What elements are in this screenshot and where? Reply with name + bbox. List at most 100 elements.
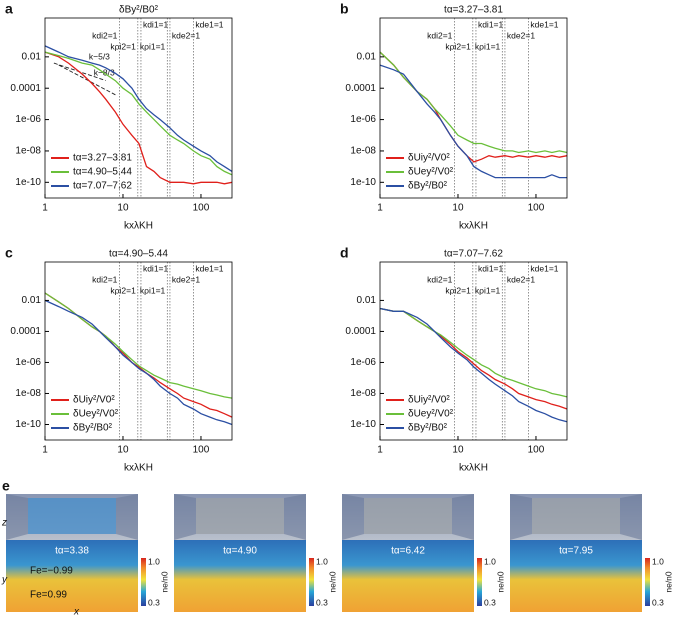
y-tick-label: 1e-10 (15, 177, 41, 188)
y-tick-label: 1e-10 (350, 177, 376, 188)
x-tick-label: 1 (377, 445, 383, 456)
box-side-right (116, 494, 138, 540)
guide-label: k−8/3 (94, 67, 115, 77)
x-axis-label: kxλKH (124, 221, 153, 232)
panel-label: e (2, 478, 10, 494)
box-side-right (452, 494, 474, 540)
chart-title: tα=3.27–3.81 (444, 5, 503, 16)
y-tick-label: 1e-06 (350, 114, 376, 125)
x-tick-label: 100 (193, 445, 210, 456)
legend-label: tα=7.07–7.62 (73, 181, 132, 192)
box-side-right (284, 494, 306, 540)
colorbar-max: 1.0 (148, 556, 160, 566)
colorbar-label: ne/n0 (663, 571, 673, 593)
x-tick-label: 10 (452, 445, 464, 456)
y-tick-label: 0.01 (357, 295, 377, 306)
legend-label: δBy²/B0² (73, 423, 113, 434)
series-line (44, 51, 233, 185)
time-label: tα=7.95 (559, 546, 593, 557)
legend-label: δUey²/V0² (408, 167, 454, 178)
panel-label: b (340, 1, 349, 17)
series-line (379, 51, 568, 163)
box-front (6, 540, 138, 612)
legend-label: δUiy²/V0² (73, 395, 115, 406)
x-tick-label: 1 (42, 203, 48, 214)
colorbar-min: 0.3 (316, 597, 328, 607)
y-tick-label: 1e-08 (350, 146, 376, 157)
y-tick-label: 1e-08 (15, 388, 41, 399)
annotation-label: kdi2=1 (92, 30, 118, 40)
legend-label: δUiy²/V0² (408, 153, 450, 164)
annotation-label: kde1=1 (530, 19, 558, 29)
legend-label: tα=3.27–3.81 (73, 153, 132, 164)
annotation-label: kde1=1 (530, 263, 558, 273)
annotation-label: kde2=1 (172, 274, 200, 284)
contour-label: Fe=−0.99 (30, 566, 73, 577)
time-label: tα=6.42 (391, 546, 425, 557)
legend-label: δUey²/V0² (73, 409, 119, 420)
x-tick-label: 10 (117, 203, 129, 214)
plot-frame (44, 17, 233, 199)
legend-label: tα=4.90–5.44 (73, 167, 132, 178)
legend-label: δBy²/B0² (408, 181, 448, 192)
annotation-label: kdi2=1 (92, 274, 118, 284)
annotation-label: kde2=1 (507, 274, 535, 284)
colorbar (645, 558, 650, 606)
colorbar (141, 558, 146, 606)
box-top-region (364, 498, 452, 534)
axis-z: z (1, 518, 7, 529)
colorbar (477, 558, 482, 606)
sim-box: tα=7.95 1.0 0.3 ne/n0 (510, 494, 673, 612)
y-tick-label: 1e-06 (350, 357, 376, 368)
y-tick-label: 1e-08 (350, 388, 376, 399)
annotation-label: kdi1=1 (143, 263, 169, 273)
colorbar (309, 558, 314, 606)
annotation-label: kρi2=1 (110, 41, 136, 51)
box-front (174, 540, 306, 612)
x-tick-label: 100 (528, 203, 545, 214)
annotation-label: kdi1=1 (478, 19, 504, 29)
y-tick-label: 0.0001 (345, 326, 376, 337)
colorbar-min: 0.3 (484, 597, 496, 607)
colorbar-label: ne/n0 (495, 571, 505, 593)
colorbar-max: 1.0 (652, 556, 664, 566)
box-front (510, 540, 642, 612)
axis-y: y (1, 575, 8, 586)
series-line (379, 64, 567, 179)
annotation-label: kdi2=1 (427, 30, 453, 40)
y-tick-label: 1e-08 (15, 146, 41, 157)
sim-box: tα=4.90 1.0 0.3 ne/n0 (174, 494, 337, 612)
annotation-label: kρi2=1 (445, 41, 471, 51)
box-front (342, 540, 474, 612)
y-tick-label: 0.01 (357, 51, 377, 62)
x-axis-label: kxλKH (124, 463, 153, 474)
series-line (44, 292, 233, 399)
colorbar-max: 1.0 (484, 556, 496, 566)
box-side-left (510, 494, 532, 540)
box-top-region (196, 498, 284, 534)
annotation-label: kdi1=1 (478, 263, 504, 273)
box-side-right (620, 494, 642, 540)
panel-label: d (340, 245, 349, 261)
box-top-region (532, 498, 620, 534)
sim-box: tα=3.38 1.0 0.3 ne/n0 (6, 494, 169, 612)
time-label: tα=3.38 (55, 546, 89, 557)
legend-label: δUey²/V0² (408, 409, 454, 420)
box-top-region (28, 498, 116, 534)
x-axis-label: kxλKH (459, 463, 488, 474)
y-tick-label: 1e-06 (15, 114, 41, 125)
series-line (44, 51, 233, 176)
x-tick-label: 1 (377, 203, 383, 214)
x-tick-label: 100 (528, 445, 545, 456)
annotation-label: kde1=1 (195, 19, 223, 29)
guide-label: k−5/3 (89, 51, 110, 61)
legend-label: δBy²/B0² (408, 423, 448, 434)
series-line (44, 299, 233, 426)
box-side-left (174, 494, 196, 540)
series-line (44, 45, 233, 172)
x-tick-label: 100 (193, 203, 210, 214)
sim-box: tα=6.42 1.0 0.3 ne/n0 (342, 494, 505, 612)
annotation-label: kde1=1 (195, 263, 223, 273)
annotation-label: kde2=1 (172, 30, 200, 40)
y-tick-label: 0.0001 (345, 83, 376, 94)
